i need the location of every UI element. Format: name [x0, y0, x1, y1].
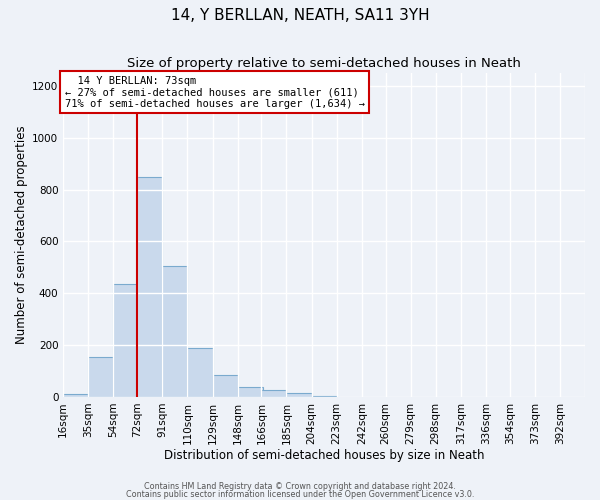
Bar	[63, 394, 88, 397]
Bar	[137, 176, 163, 397]
Bar	[311, 396, 337, 397]
Bar	[187, 348, 212, 397]
Y-axis label: Number of semi-detached properties: Number of semi-detached properties	[15, 126, 28, 344]
Text: 14 Y BERLLAN: 73sqm
← 27% of semi-detached houses are smaller (611)
71% of semi-: 14 Y BERLLAN: 73sqm ← 27% of semi-detach…	[65, 76, 365, 109]
Bar	[262, 390, 286, 397]
Text: 14, Y BERLLAN, NEATH, SA11 3YH: 14, Y BERLLAN, NEATH, SA11 3YH	[170, 8, 430, 22]
Text: Contains public sector information licensed under the Open Government Licence v3: Contains public sector information licen…	[126, 490, 474, 499]
Bar	[286, 393, 311, 397]
Bar	[212, 375, 238, 397]
Bar	[163, 266, 187, 397]
Bar	[88, 357, 113, 397]
X-axis label: Distribution of semi-detached houses by size in Neath: Distribution of semi-detached houses by …	[164, 450, 484, 462]
Text: Contains HM Land Registry data © Crown copyright and database right 2024.: Contains HM Land Registry data © Crown c…	[144, 482, 456, 491]
Bar	[238, 387, 263, 397]
Title: Size of property relative to semi-detached houses in Neath: Size of property relative to semi-detach…	[127, 58, 521, 70]
Bar	[113, 284, 139, 397]
